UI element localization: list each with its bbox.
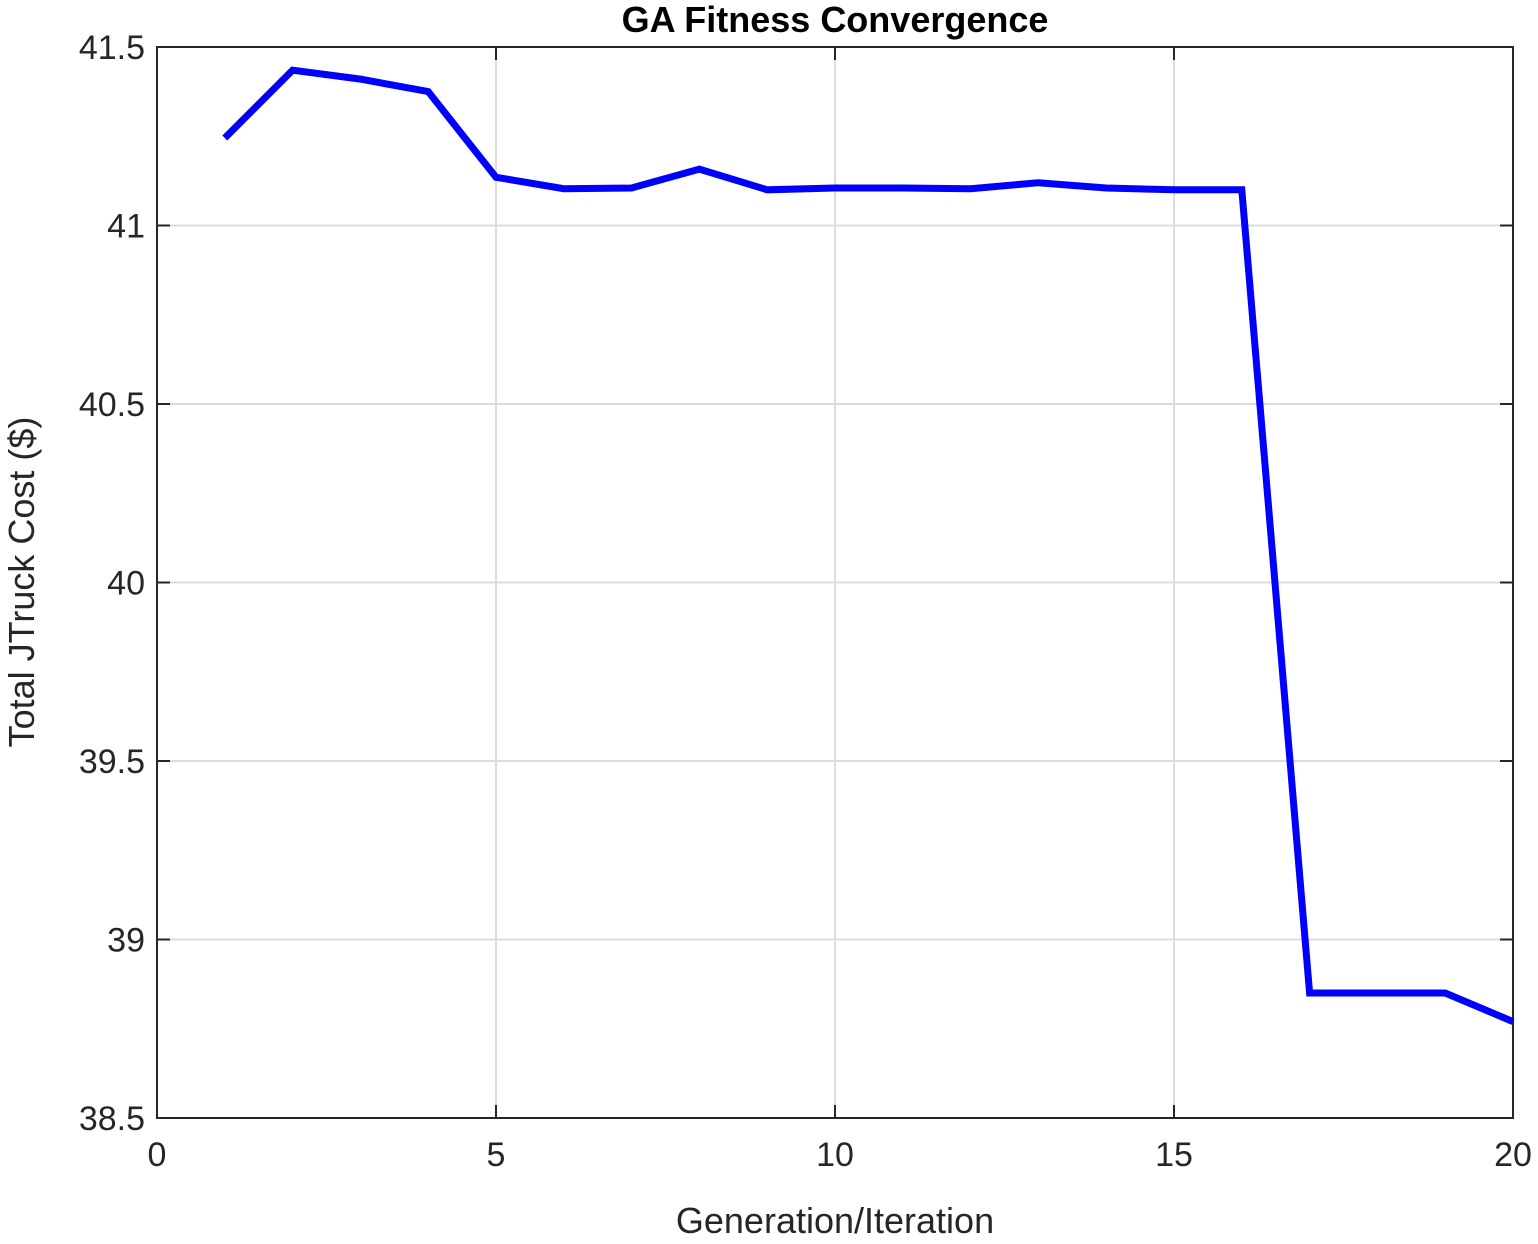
x-tick-label: 20 [1494,1136,1532,1174]
y-tick-label: 39.5 [79,743,145,781]
y-axis-label: Total JTruck Cost ($) [1,417,42,748]
x-axis-label: Generation/Iteration [676,1200,994,1239]
grid [157,47,1513,1118]
y-tick-label: 40 [107,565,145,603]
x-tick-label: 15 [1155,1136,1193,1174]
y-tick-label: 40.5 [79,386,145,424]
ticks: 0 5 10 15 20 38.5 39 39.5 40 40.5 41 41.5 [79,29,1532,1174]
y-tick-label: 41.5 [79,29,145,67]
y-tick-label: 38.5 [79,1100,145,1138]
series-line [222,66,1515,1025]
y-tick-label: 41 [107,208,145,246]
series [222,66,1515,1025]
x-tick-label: 10 [816,1136,854,1174]
chart-title: GA Fitness Convergence [622,0,1049,40]
x-tick-label: 0 [148,1136,167,1174]
y-tick-label: 39 [107,922,145,960]
x-tick-label: 5 [487,1136,506,1174]
